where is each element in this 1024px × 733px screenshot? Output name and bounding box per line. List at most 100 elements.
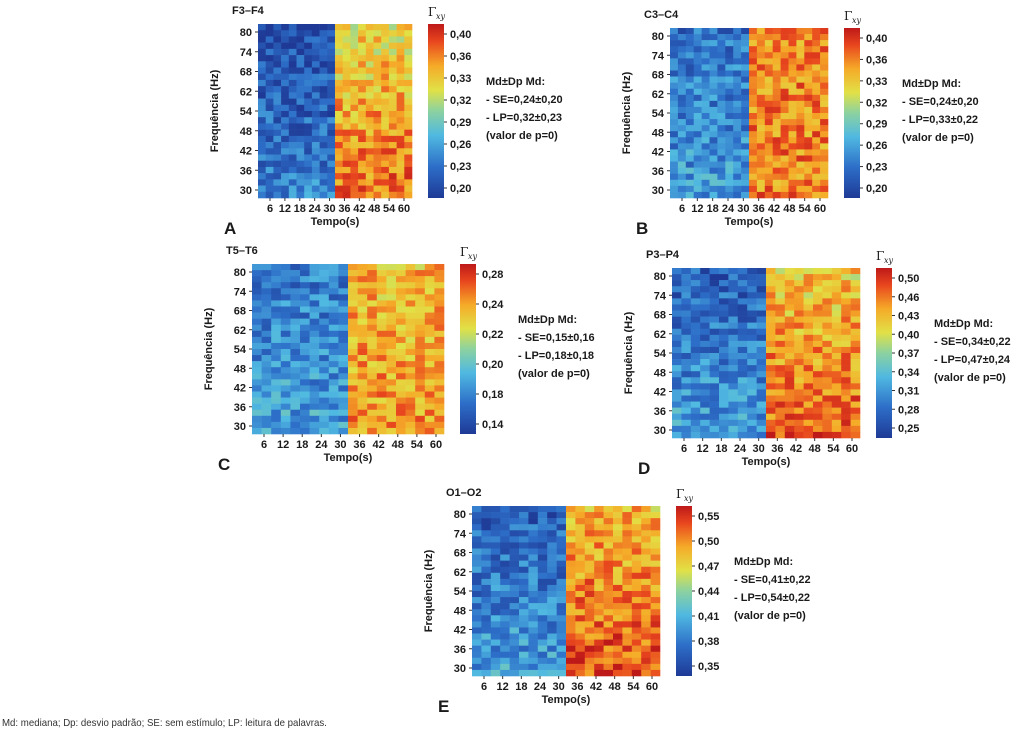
heatmap-cell: [575, 609, 586, 616]
heatmap-cell: [700, 340, 710, 348]
heatmap-cell: [566, 518, 576, 525]
heatmap-cell: [537, 530, 548, 537]
heatmap-cell: [850, 280, 861, 287]
heatmap-cell: [327, 179, 336, 186]
heatmap-cell: [348, 330, 358, 338]
x-tick-label: 6: [261, 439, 267, 451]
heatmap-cell: [335, 135, 343, 143]
heatmap-cell: [386, 397, 397, 404]
heatmap-cell: [575, 530, 586, 537]
heatmap-cell: [728, 353, 739, 360]
heatmap-cell: [528, 657, 539, 665]
heatmap-cell: [434, 403, 445, 411]
heatmap-cell: [273, 142, 282, 149]
heatmap-cell: [784, 389, 795, 396]
heatmap-cell: [804, 149, 813, 156]
heatmap-cell: [481, 615, 492, 622]
heatmap-cell: [841, 298, 851, 305]
heatmap-cell: [290, 385, 301, 392]
heatmap-cell: [327, 185, 336, 193]
heatmap-cell: [717, 58, 726, 65]
heatmap-cell: [415, 373, 426, 380]
heatmap-cell: [566, 572, 576, 580]
heatmap-cell: [670, 58, 679, 65]
heatmap-cell: [701, 52, 710, 59]
heatmap-cell: [672, 310, 682, 317]
heatmap-cell: [327, 135, 336, 143]
heatmap-cell: [472, 524, 482, 531]
heatmap-cell: [381, 173, 390, 180]
heatmap-cell: [367, 342, 378, 350]
heatmap-cell: [700, 371, 710, 378]
heatmap-cell: [288, 111, 297, 118]
heatmap-cell: [288, 92, 297, 99]
heatmap-cell: [803, 340, 814, 348]
heatmap-cell: [304, 48, 313, 56]
heatmap-cell: [481, 536, 492, 543]
heatmap-cell: [296, 73, 305, 81]
heatmap-cell: [404, 160, 413, 168]
heatmap-cell: [784, 359, 795, 366]
heatmap-cell: [273, 135, 282, 143]
heatmap-cell: [271, 379, 282, 386]
heatmap-cell: [300, 421, 310, 429]
heatmap-cell: [296, 92, 305, 99]
heatmap-cell: [803, 431, 814, 439]
heatmap-cell: [756, 401, 767, 408]
heatmap-cell: [709, 167, 718, 175]
heatmap-cell: [311, 160, 320, 168]
heatmap-cell: [509, 597, 520, 604]
heatmap-cell: [603, 639, 614, 646]
heatmap-cell: [338, 264, 349, 271]
heatmap-cell: [252, 379, 262, 386]
heatmap-cell: [803, 353, 814, 360]
heatmap-cell: [584, 657, 595, 665]
heatmap-cell: [756, 52, 766, 59]
heatmap-cell: [373, 73, 382, 81]
heatmap-cell: [728, 304, 739, 311]
heatmap-cell: [519, 548, 529, 555]
heatmap-cell: [756, 419, 767, 427]
colorbar-subscript: xy: [436, 12, 446, 21]
heatmap-cell: [265, 98, 274, 106]
heatmap-cell: [327, 92, 336, 99]
heatmap-cell: [747, 340, 757, 348]
heatmap-cell: [342, 173, 351, 180]
heatmap-cell: [566, 591, 576, 598]
heatmap-cell: [519, 627, 529, 634]
heatmap-cell: [386, 373, 397, 380]
heatmap-cell: [261, 264, 272, 271]
heatmap-cell: [309, 336, 320, 344]
heatmap-cell: [803, 274, 814, 281]
x-tick-label: 30: [323, 203, 335, 215]
heatmap-cell: [737, 371, 748, 378]
heatmap-cell: [327, 30, 336, 37]
x-tick-label: 6: [681, 443, 687, 455]
heatmap-cell: [528, 566, 539, 574]
heatmap-cell: [741, 76, 750, 83]
heatmap-cell: [690, 377, 701, 384]
heatmap-cell: [348, 403, 358, 411]
heatmap-cell: [672, 401, 682, 408]
y-tick-label: 62: [240, 86, 252, 98]
stats-line: (valor de p=0): [734, 610, 806, 622]
heatmap-cell: [728, 371, 739, 378]
heatmap-cell: [775, 340, 786, 348]
heatmap-cell: [631, 651, 642, 659]
panel-title: P3–P4: [646, 249, 680, 261]
heatmap-cell: [575, 512, 586, 519]
heatmap-cell: [622, 512, 633, 519]
colorbar-tick-label: 0,40: [898, 329, 919, 341]
heatmap-cell: [803, 389, 814, 396]
heatmap-cell: [424, 415, 435, 423]
heatmap-cell: [300, 385, 310, 392]
heatmap-cell: [725, 76, 734, 83]
heatmap-cell: [319, 294, 330, 301]
heatmap-cell: [261, 415, 272, 423]
heatmap-cell: [650, 584, 661, 592]
heatmap-cell: [820, 167, 829, 175]
heatmap-cell: [566, 530, 576, 537]
heatmap-cell: [681, 419, 692, 427]
heatmap-cell: [737, 359, 748, 366]
